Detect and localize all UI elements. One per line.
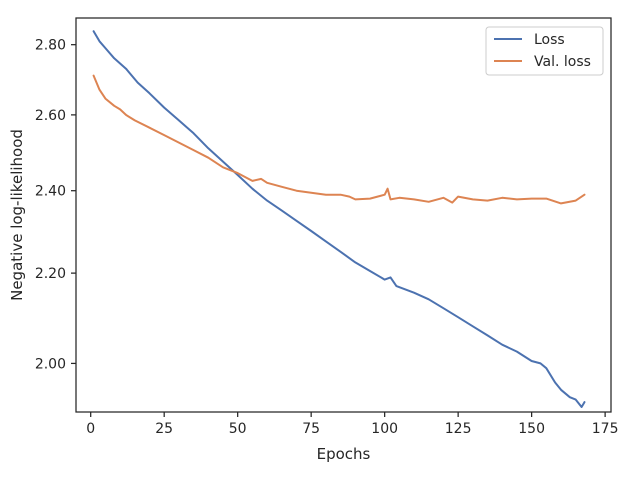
axes: 0 25 50 75 100 125 150 175 2.00 2.20 2.40 2.60 2.80 — [35, 17, 619, 437]
y-tick-label: 2.60 — [35, 108, 66, 124]
legend: Loss Val. loss — [485, 26, 604, 76]
y-tick-label: 2.80 — [35, 38, 66, 54]
y-tick-label: 2.00 — [35, 356, 66, 372]
x-tick-label: 125 — [445, 421, 472, 437]
legend-label-loss: Loss — [534, 32, 565, 48]
x-tick-label: 175 — [592, 421, 619, 437]
series-line-loss — [92, 30, 586, 408]
x-tick-label: 100 — [371, 421, 398, 437]
y-axis-label: Negative log-likelihood — [8, 129, 26, 301]
x-tick-label: 75 — [302, 421, 320, 437]
x-tick-label: 150 — [518, 421, 545, 437]
plot-area — [92, 30, 586, 408]
x-tick-label: 50 — [229, 421, 247, 437]
series-line-val-loss — [92, 74, 586, 205]
x-tick-label: 0 — [86, 421, 95, 437]
y-tick-label: 2.20 — [35, 266, 66, 282]
x-axis-label: Epochs — [317, 445, 371, 463]
y-tick-label: 2.40 — [35, 184, 66, 200]
x-tick-label: 25 — [155, 421, 173, 437]
legend-label-val-loss: Val. loss — [534, 54, 591, 70]
axes-frame — [75, 17, 612, 413]
